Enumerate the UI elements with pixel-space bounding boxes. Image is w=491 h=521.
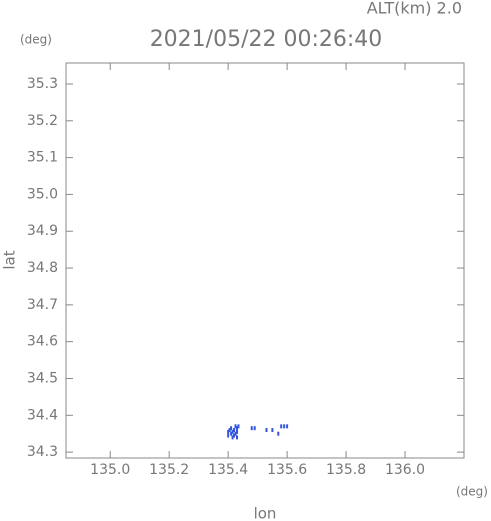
data-point [233, 433, 236, 438]
data-point [250, 426, 253, 431]
data-point [286, 424, 289, 429]
data-point [235, 426, 238, 431]
y-tick-label: 34.3 [27, 444, 58, 460]
data-point [230, 426, 233, 431]
plot-frame [65, 62, 465, 459]
y-tick-label: 35.1 [27, 150, 58, 166]
x-tick-label: 135.4 [208, 462, 248, 478]
data-point [228, 428, 231, 433]
data-point [235, 435, 238, 440]
data-point [271, 428, 274, 433]
data-point [233, 428, 236, 433]
y-unit: (deg) [20, 33, 52, 47]
x-tick-label: 135.6 [267, 462, 307, 478]
data-point [235, 429, 238, 434]
data-point [227, 433, 230, 438]
data-point [253, 426, 256, 431]
x-axis-label: lon [254, 505, 277, 521]
x-unit: (deg) [456, 485, 488, 499]
y-tick-label: 35.3 [27, 76, 58, 92]
y-tick-label: 34.4 [27, 407, 58, 423]
data-point [230, 431, 233, 436]
data-point [265, 428, 268, 433]
data-point [234, 424, 237, 429]
x-tick-label: 135.8 [326, 462, 366, 478]
y-tick-label: 35.2 [27, 113, 58, 129]
y-tick-label: 34.5 [27, 370, 58, 386]
data-point [231, 429, 234, 434]
y-tick-label: 34.7 [27, 297, 58, 313]
data-point [234, 431, 237, 436]
y-axis-label: lat [1, 250, 19, 269]
data-point [283, 424, 286, 429]
altitude-label: ALT(km) 2.0 [367, 0, 462, 18]
data-point [277, 431, 280, 436]
data-point [280, 424, 283, 429]
x-tick-label: 136.0 [385, 462, 425, 478]
x-tick-label: 135.0 [90, 462, 130, 478]
y-tick-label: 34.8 [27, 260, 58, 276]
chart-title: 2021/05/22 00:26:40 [150, 27, 383, 52]
data-point [227, 429, 230, 434]
x-tick-label: 135.2 [149, 462, 189, 478]
y-tick-label: 34.9 [27, 223, 58, 239]
data-point [237, 424, 240, 429]
data-point [231, 435, 234, 440]
y-tick-label: 34.6 [27, 334, 58, 350]
y-tick-label: 35.0 [27, 186, 58, 202]
